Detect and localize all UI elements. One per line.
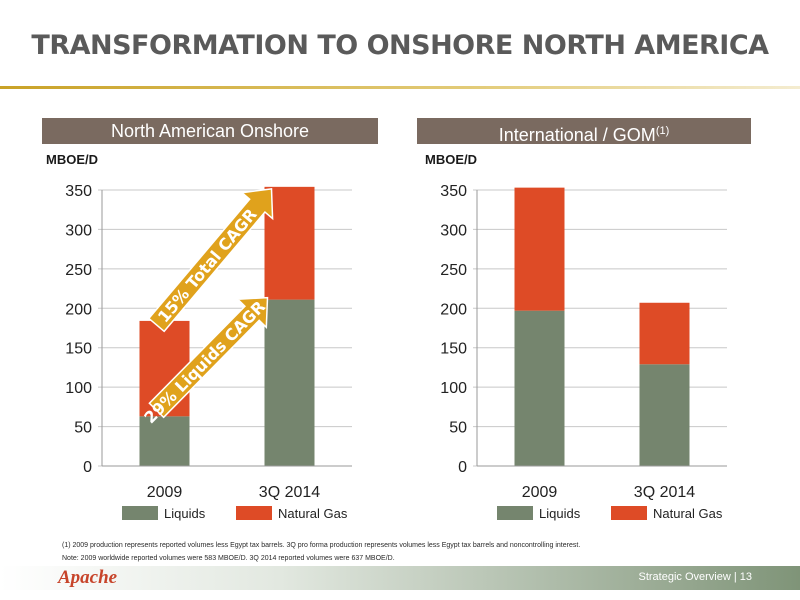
x-tick-label: 2009 [522, 484, 558, 501]
apache-logo: Apache [58, 567, 118, 588]
y-tick-label: 50 [449, 420, 467, 437]
footer-bar [0, 566, 800, 590]
legend-label: Natural Gas [278, 506, 348, 521]
panel-header-label: International / GOM [498, 125, 656, 145]
international-gom-chart: 0 50 100 150 200 250 300 350 2009 3Q 2014 Liquids N… [440, 183, 727, 521]
legend-label: Liquids [539, 506, 581, 521]
x-tick-label: 3Q 2014 [634, 484, 695, 501]
liquids-cagr-arrow [148, 296, 269, 419]
y-tick-label: 200 [440, 301, 467, 318]
total-cagr-arrow [147, 187, 274, 333]
footnote: (1) 2009 production represents reported … [62, 542, 581, 549]
footer-page-label: Strategic Overview | 13 [638, 571, 752, 583]
y-tick-label: 250 [440, 262, 467, 279]
legend-label: Liquids [164, 506, 206, 521]
y-tick-label: 200 [65, 301, 92, 318]
y-tick-label: 150 [65, 341, 92, 358]
panel-header-label: North American Onshore [110, 121, 310, 141]
bar-liquids [514, 310, 565, 466]
y-tick-label: 250 [65, 262, 92, 279]
y-tick-label: 300 [65, 222, 92, 239]
y-tick-label: 100 [440, 380, 467, 397]
legend-swatch [611, 506, 647, 520]
bar-natural-gas [639, 302, 690, 365]
panel-header-north-america: North American Onshore [42, 118, 378, 144]
page-title: TRANSFORMATION TO ONSHORE NORTH AMERICA [31, 30, 769, 61]
legend-label: Natural Gas [653, 506, 723, 521]
y-tick-label: 100 [65, 380, 92, 397]
y-axis-unit-left: MBOE/D [46, 152, 98, 167]
legend-swatch [122, 506, 158, 520]
title-divider [0, 86, 800, 89]
bar-natural-gas [514, 187, 565, 311]
panel-header-international: International / GOM(1) [417, 118, 751, 145]
legend-swatch [497, 506, 533, 520]
north-american-onshore-chart: 0 50 100 150 200 250 300 350 2009 3Q 2014 Liquids N… [65, 183, 352, 521]
x-tick-label: 2009 [147, 484, 183, 501]
y-tick-label: 50 [74, 420, 92, 437]
note: Note: 2009 worldwide reported volumes we… [62, 555, 395, 562]
bar-liquids [639, 364, 690, 466]
y-axis-unit-right: MBOE/D [425, 152, 477, 167]
panel-header-footnote-ref: (1) [655, 125, 670, 137]
legend-swatch [236, 506, 272, 520]
x-tick-label: 3Q 2014 [259, 484, 320, 501]
y-tick-label: 0 [83, 459, 92, 476]
y-tick-label: 350 [440, 183, 467, 200]
y-tick-label: 150 [440, 341, 467, 358]
y-tick-label: 300 [440, 222, 467, 239]
y-tick-label: 350 [65, 183, 92, 200]
bar-liquids [139, 416, 190, 466]
bar-liquids [264, 299, 315, 466]
y-tick-label: 0 [458, 459, 467, 476]
